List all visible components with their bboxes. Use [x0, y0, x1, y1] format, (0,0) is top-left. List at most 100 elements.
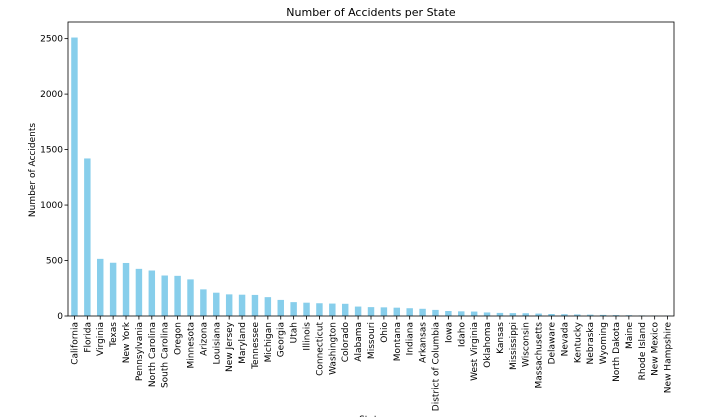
bar: [341, 303, 349, 316]
bar: [213, 292, 220, 316]
bar: [225, 294, 233, 316]
x-tick-label: Kentucky: [573, 321, 583, 363]
y-axis-ticks: 0 500 1000 1500 2000 2500: [40, 35, 68, 322]
x-tick-label: Connecticut: [315, 322, 325, 376]
bar: [586, 314, 594, 316]
bar: [109, 262, 117, 316]
x-tick-label: Montana: [393, 322, 403, 361]
x-tick-label: New Mexico: [651, 322, 661, 376]
x-tick-label: Iowa: [444, 322, 454, 343]
x-tick-label: Indiana: [406, 322, 416, 355]
bar: [432, 309, 439, 316]
x-tick-label: Maryland: [238, 322, 248, 364]
x-tick-label: District of Columbia: [431, 322, 441, 411]
bars: [71, 37, 671, 316]
x-tick-label: Alabama: [354, 322, 364, 362]
bar: [599, 314, 607, 316]
bar: [187, 279, 194, 316]
bar: [251, 294, 259, 316]
bar: [419, 308, 426, 316]
bar: [483, 312, 491, 316]
x-tick-label: Rhode Island: [638, 322, 648, 380]
x-tick-label: Minnesota: [186, 322, 196, 368]
bar: [148, 270, 156, 316]
bar: [71, 37, 78, 316]
bar: [548, 314, 555, 316]
plot-frame: [67, 21, 675, 317]
x-tick-label: Georgia: [277, 322, 287, 357]
x-tick-label: Idaho: [457, 322, 467, 348]
x-tick-label: Texas: [109, 322, 119, 348]
x-tick-label: Maine: [625, 322, 635, 349]
bar: [84, 158, 91, 316]
x-tick-label: Tennessee: [251, 322, 261, 370]
x-tick-label: Pennsylvania: [135, 322, 145, 381]
y-tick-label: 1000: [40, 201, 63, 211]
x-tick-label: Washington: [328, 322, 338, 375]
x-tick-label: Mississippi: [509, 322, 519, 370]
x-tick-label: Delaware: [548, 322, 558, 365]
bar: [445, 311, 452, 316]
bar: [393, 307, 401, 316]
x-tick-label: Michigan: [264, 322, 274, 362]
bar: [406, 308, 413, 316]
bar: [290, 302, 297, 316]
bar: [174, 275, 181, 316]
x-axis-ticks: California Florida Virginia Texas New York Pe…: [70, 316, 674, 411]
x-tick-label: Nevada: [560, 322, 570, 356]
bar: [329, 303, 336, 316]
x-tick-label: Colorado: [341, 322, 351, 363]
x-tick-label: Kansas: [496, 322, 506, 354]
x-tick-label: Wisconsin: [522, 322, 532, 367]
bar: [97, 258, 104, 316]
y-tick-label: 0: [57, 312, 63, 322]
x-tick-label: Illinois: [303, 322, 313, 351]
x-tick-label: South Carolina: [161, 322, 171, 388]
bar: [574, 314, 581, 316]
x-tick-label: West Virginia: [470, 322, 480, 381]
x-tick-label: Oklahoma: [483, 322, 493, 368]
x-tick-label: Utah: [290, 322, 300, 343]
x-tick-label: North Carolina: [148, 322, 158, 387]
x-tick-label: California: [70, 322, 80, 365]
x-tick-label: Missouri: [367, 322, 377, 359]
x-tick-label: Arizona: [199, 322, 209, 356]
bar: [509, 313, 517, 316]
bar: [380, 307, 388, 316]
bar: [277, 299, 284, 316]
x-tick-label: New Jersey: [225, 321, 235, 372]
x-axis-label: State: [359, 415, 383, 417]
x-tick-label: Massachusetts: [535, 322, 545, 389]
x-tick-label: North Dakota: [612, 322, 622, 382]
bar: [458, 311, 465, 316]
y-tick-label: 500: [46, 257, 63, 267]
bar: [264, 297, 272, 316]
x-tick-label: Florida: [83, 322, 93, 353]
y-tick-label: 2000: [40, 90, 63, 100]
y-axis-label: Number of Accidents: [28, 123, 38, 217]
bar: [470, 311, 478, 316]
bar: [354, 306, 362, 316]
x-tick-label: Ohio: [380, 322, 390, 343]
bar: [122, 262, 130, 316]
x-tick-label: Louisiana: [212, 322, 222, 365]
bar: [316, 303, 323, 316]
bar: [303, 302, 310, 316]
bar: [135, 268, 143, 316]
chart-title: Number of Accidents per State: [286, 6, 456, 19]
bar: [238, 294, 246, 316]
x-tick-label: New Hampshire: [664, 322, 674, 394]
x-tick-label: Virginia: [96, 322, 106, 356]
bar: [200, 289, 207, 316]
bar: [522, 313, 529, 316]
x-tick-label: Arkansas: [419, 322, 429, 363]
bar: [561, 314, 568, 316]
x-tick-label: Wyoming: [599, 322, 609, 364]
y-tick-label: 1500: [40, 146, 63, 156]
bar: [496, 312, 504, 316]
bar: [367, 307, 375, 316]
bar: [535, 313, 542, 316]
y-tick-label: 2500: [40, 35, 63, 45]
bar: [161, 275, 168, 316]
